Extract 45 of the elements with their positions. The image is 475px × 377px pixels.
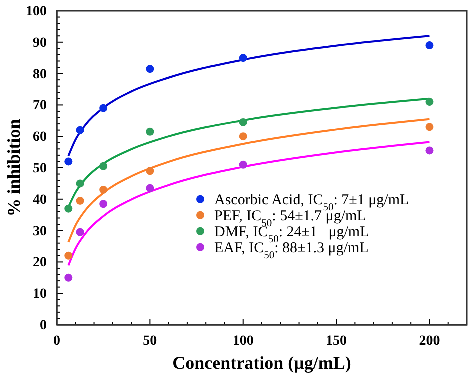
y-tick-label: 90 [33, 36, 47, 51]
point [239, 54, 248, 62]
point [100, 200, 108, 208]
point [76, 228, 84, 236]
x-tick-label: 50 [143, 334, 158, 349]
y-tick-label: 20 [33, 256, 47, 271]
point [64, 274, 73, 282]
point [426, 42, 434, 50]
x-tick-label: 150 [326, 334, 348, 349]
y-tick-label: 0 [40, 318, 47, 334]
x-tick-label: 200 [419, 334, 440, 349]
point [76, 196, 84, 205]
point [146, 184, 154, 192]
point [426, 146, 434, 155]
point [76, 126, 84, 134]
line-series [68, 35, 431, 158]
line-series [68, 118, 431, 244]
point [426, 123, 434, 132]
point [146, 167, 154, 176]
point [100, 186, 108, 194]
point [100, 162, 108, 170]
y-tick-label: 80 [33, 67, 47, 82]
y-tick-label: 100 [26, 4, 47, 20]
y-tick-label: 30 [33, 224, 47, 240]
y-tick-label: 10 [33, 287, 47, 302]
point [239, 160, 248, 169]
point [426, 98, 434, 106]
y-tick-label: 60 [33, 130, 47, 146]
point [239, 118, 248, 126]
point [64, 204, 73, 213]
x-axis-title: Concentration (μg/mL) [172, 353, 352, 373]
point [64, 252, 73, 260]
y-axis-title: % inhibition [4, 119, 24, 217]
x-tick-label: 100 [232, 334, 254, 349]
point [64, 158, 73, 166]
y-tick-label: 50 [33, 161, 47, 176]
line-series [68, 141, 431, 267]
point [100, 104, 108, 112]
x-tick-label: 0 [54, 334, 60, 349]
y-tick-label: 70 [33, 98, 47, 114]
point [76, 180, 84, 188]
point [146, 65, 154, 74]
y-tick-label: 40 [33, 192, 47, 208]
point [146, 128, 154, 136]
point [239, 132, 248, 141]
